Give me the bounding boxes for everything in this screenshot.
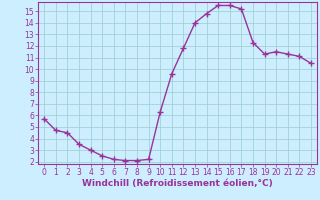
X-axis label: Windchill (Refroidissement éolien,°C): Windchill (Refroidissement éolien,°C) [82, 179, 273, 188]
